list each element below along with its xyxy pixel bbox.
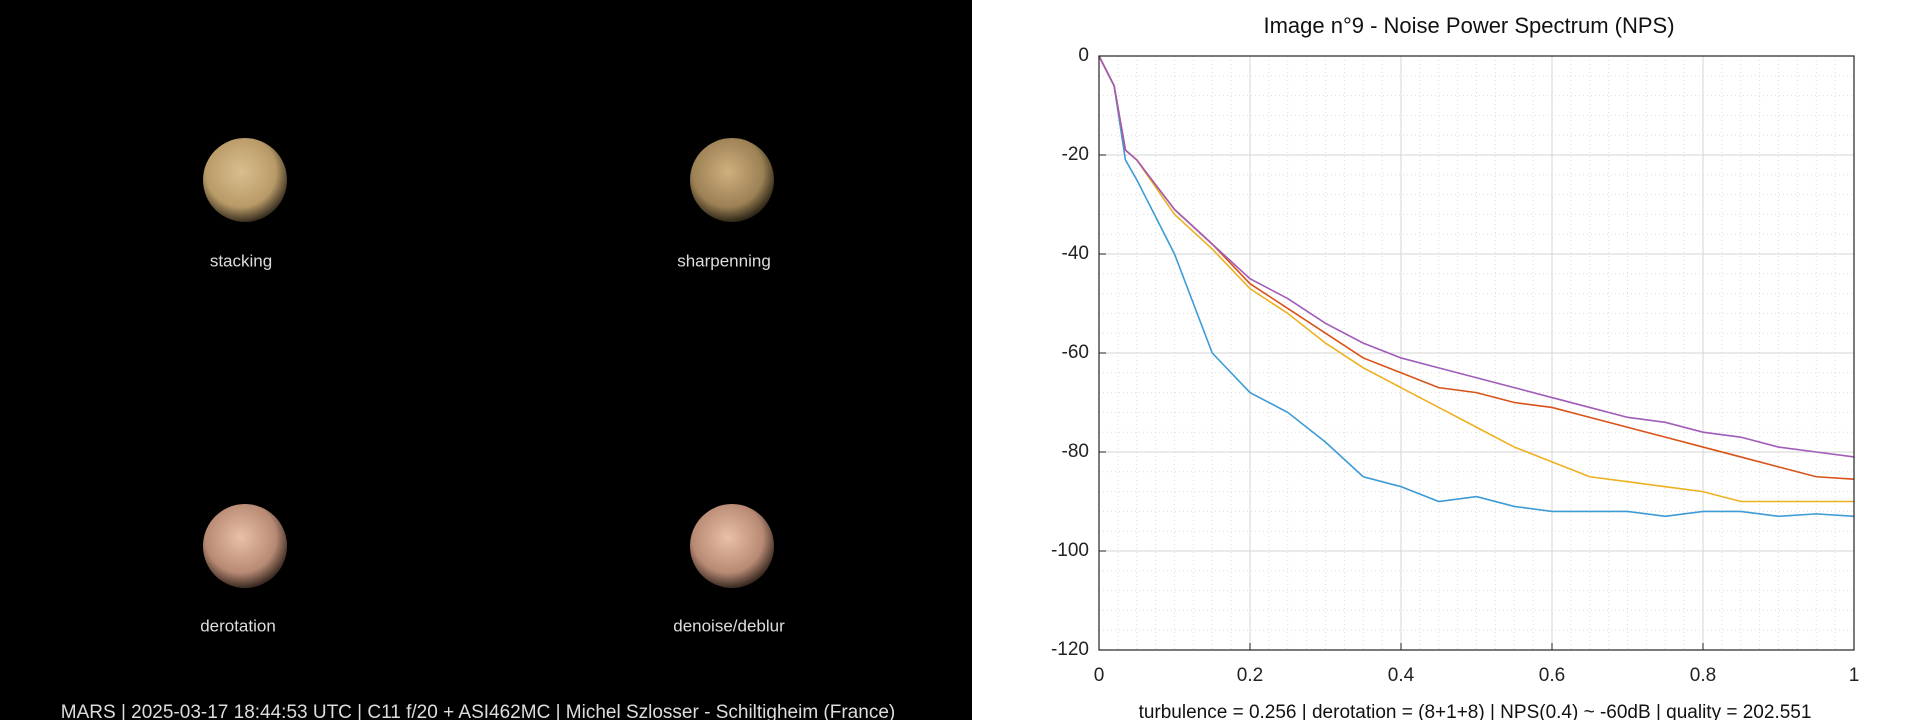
x-tick-label: 0.6 [1539,665,1565,686]
image-label: stacking [210,251,272,270]
image-label: derotation [200,616,276,635]
footer: MARS | 2025-03-17 18:44:53 UTC | C11 f/2… [61,702,895,720]
series-line [1098,55,1854,503]
series-line [1098,55,1855,481]
x-tick-label: 0.4 [1388,665,1415,686]
x-tick-label: 0.2 [1237,665,1263,686]
planet-image [203,138,287,222]
y-tick-label: -60 [1062,342,1089,363]
series-line [1098,55,1855,458]
image-label: denoise/deblur [673,616,785,635]
chart-title: Image n°9 - Noise Power Spectrum (NPS) [1263,13,1674,38]
y-tick-label: -40 [1062,243,1089,264]
plot-frame [1098,55,1855,651]
x-tick-label: 0.8 [1690,665,1716,686]
series-line [1098,55,1855,518]
x-tick-label: 1 [1849,665,1860,686]
planet-image [690,504,774,588]
image-panel [0,0,972,720]
y-tick-label: -120 [1051,639,1089,660]
image-label: sharpenning [677,251,771,270]
planet-image [690,138,774,222]
x-tick-label: 0 [1094,665,1105,686]
chart-caption: turbulence = 0.256 | derotation = (8+1+8… [1139,702,1812,720]
y-tick-label: -100 [1051,540,1089,561]
y-tick-label: -80 [1062,441,1089,462]
y-tick-label: -20 [1062,144,1089,165]
planet-image [203,504,287,588]
y-tick-label: 0 [1078,45,1089,66]
